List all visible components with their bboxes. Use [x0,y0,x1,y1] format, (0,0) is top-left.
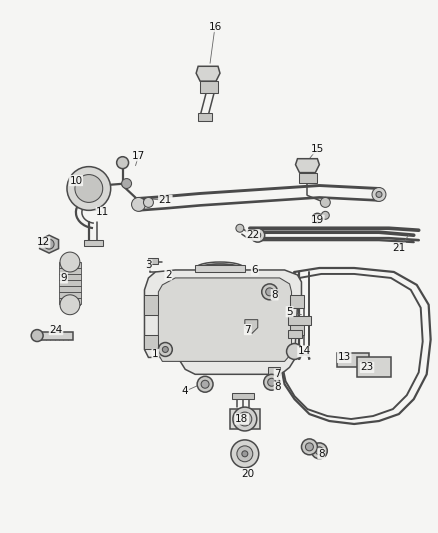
Circle shape [131,197,145,212]
Polygon shape [59,268,81,274]
Circle shape [372,188,386,201]
Circle shape [201,380,209,388]
Circle shape [311,443,327,459]
Polygon shape [198,113,212,121]
Text: 5: 5 [286,306,293,317]
Polygon shape [296,159,319,173]
Text: 9: 9 [61,273,67,283]
Text: 7: 7 [274,369,281,379]
Polygon shape [290,321,304,335]
Circle shape [255,232,261,238]
Polygon shape [268,367,279,375]
Text: 3: 3 [145,260,152,270]
Circle shape [236,224,244,232]
Polygon shape [232,393,254,399]
Polygon shape [196,66,220,81]
Text: 23: 23 [360,362,374,373]
Circle shape [251,228,265,242]
Circle shape [144,197,153,207]
Polygon shape [148,258,159,264]
Polygon shape [230,409,260,429]
Text: 14: 14 [298,346,311,357]
Circle shape [31,329,43,342]
Text: 8: 8 [271,290,278,300]
Text: 10: 10 [69,175,82,185]
Polygon shape [312,215,322,221]
Polygon shape [195,265,245,272]
Circle shape [301,439,318,455]
Text: 20: 20 [241,469,254,479]
Text: 7: 7 [244,325,251,335]
Circle shape [312,213,322,223]
Circle shape [60,295,80,314]
Polygon shape [39,235,59,253]
Polygon shape [145,295,159,314]
Circle shape [286,343,303,359]
Circle shape [197,376,213,392]
Circle shape [315,447,323,455]
Circle shape [159,343,172,357]
Text: 12: 12 [36,237,50,247]
Polygon shape [288,329,303,337]
Polygon shape [59,274,81,280]
Text: 4: 4 [182,386,188,396]
Circle shape [262,284,278,300]
Polygon shape [245,320,258,334]
Circle shape [44,239,54,249]
Text: 15: 15 [311,144,324,154]
Polygon shape [290,295,304,308]
Text: 18: 18 [235,414,248,424]
Text: 19: 19 [311,215,324,225]
Circle shape [122,179,131,189]
Polygon shape [39,332,73,340]
Text: 8: 8 [318,449,325,459]
Text: 8: 8 [274,382,281,392]
Polygon shape [84,240,103,246]
Polygon shape [159,278,292,361]
Circle shape [320,197,330,207]
Polygon shape [145,335,159,350]
Circle shape [266,288,274,296]
Circle shape [162,346,168,352]
Circle shape [268,378,276,386]
Polygon shape [59,262,81,268]
Text: 17: 17 [132,151,145,161]
Circle shape [376,191,382,197]
Circle shape [117,157,129,168]
Circle shape [67,167,111,211]
Text: 1: 1 [152,350,159,359]
Polygon shape [59,286,81,292]
Circle shape [242,451,248,457]
Circle shape [60,252,80,272]
Polygon shape [200,81,218,93]
Polygon shape [300,173,318,182]
Text: 16: 16 [208,21,222,31]
Circle shape [75,175,103,203]
Text: 11: 11 [96,207,110,217]
Text: 22: 22 [246,230,259,240]
Text: 13: 13 [338,352,351,362]
Text: 2: 2 [165,270,172,280]
Circle shape [321,212,329,219]
Circle shape [264,374,279,390]
Polygon shape [357,358,391,377]
Polygon shape [59,298,81,304]
Circle shape [237,446,253,462]
Circle shape [305,443,314,451]
Text: 21: 21 [159,196,172,205]
Polygon shape [145,270,301,374]
Text: 21: 21 [392,243,406,253]
Text: 24: 24 [49,325,63,335]
Polygon shape [59,280,81,286]
Text: 6: 6 [251,265,258,275]
Circle shape [238,412,252,426]
Circle shape [231,440,259,468]
Polygon shape [288,316,311,325]
Polygon shape [337,353,369,367]
Polygon shape [59,292,81,298]
Circle shape [233,407,257,431]
